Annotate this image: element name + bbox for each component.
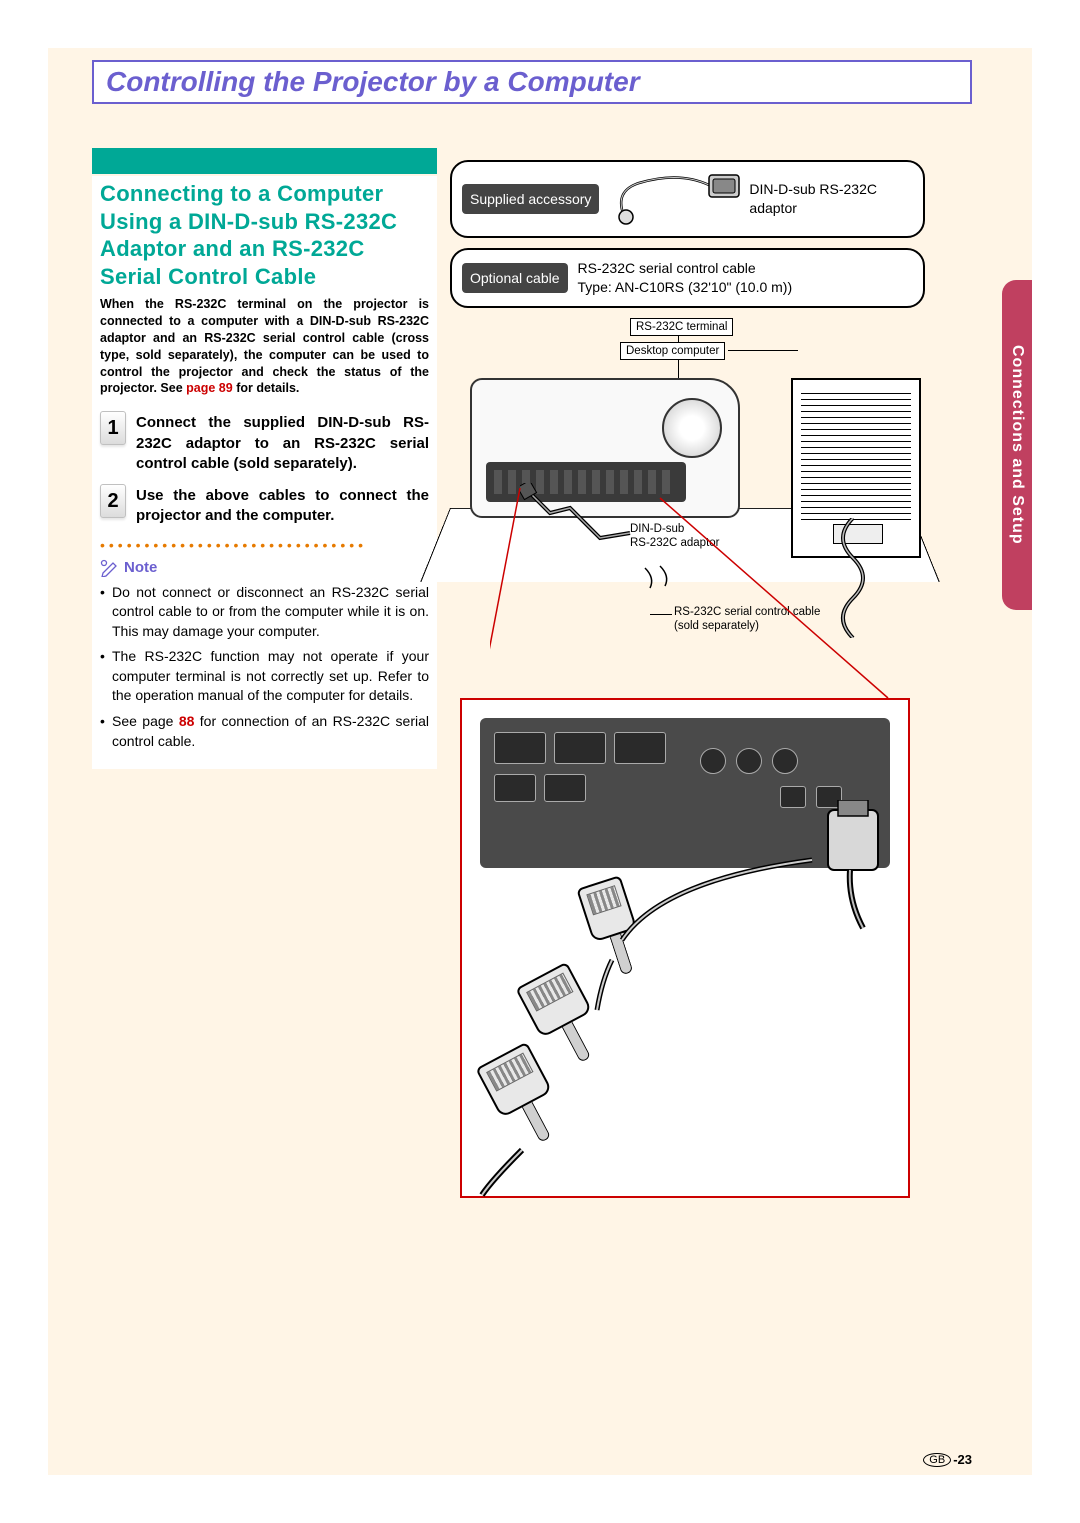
left-column: Connecting to a Computer Using a DIN-D-s… [92,176,437,769]
callout-line [650,614,672,615]
detail-closeup-box: RS-232C [460,698,910,1198]
page-gb: GB [923,1453,951,1467]
step-text: Connect the supplied DIN-D-sub RS-232C a… [136,411,429,474]
note3-pre: See page [112,713,179,729]
callout-adaptor: DIN-D-sub RS-232C adaptor [630,523,720,551]
page-number: GB -23 [923,1452,972,1467]
optional-text-2: Type: AN-C10RS (32'10" (10.0 m)) [578,279,793,295]
step-text: Use the above cables to connect the proj… [136,484,429,527]
break-mark [640,563,690,593]
note-header: Note [100,559,429,577]
section-side-tab: Connections and Setup [1002,280,1032,610]
steps-list: 1 Connect the supplied DIN-D-sub RS-232C… [100,411,429,526]
page-title-bar: Controlling the Projector by a Computer [92,60,972,104]
din-connector-drawing [570,873,655,977]
optional-cable-box: Optional cable RS-232C serial control ca… [450,248,925,308]
step-number: 2 [100,484,126,518]
divider-dots: •••••••••••••••••••••••••••••• [100,537,429,553]
supplied-text: DIN-D-sub RS-232C adaptor [749,180,913,218]
optional-text: RS-232C serial control cable Type: AN-C1… [578,259,793,297]
note-list: Do not connect or disconnect an RS-232C … [100,583,429,752]
supplied-label: Supplied accessory [462,184,599,214]
note-item: See page 88 for connection of an RS-232C… [100,712,429,751]
note-label: Note [124,559,157,576]
section-accent-bar [92,148,437,174]
callout-rs-terminal: RS-232C terminal [630,318,733,336]
callout-desktop: Desktop computer [620,342,725,360]
serial-cable-drawing [823,518,883,638]
desktop-vents [801,390,911,520]
intro-post: for details. [233,381,300,395]
callout-serial-cable: RS-232C serial control cable (sold separ… [674,606,820,634]
note-item: Do not connect or disconnect an RS-232C … [100,583,429,642]
optional-label: Optional cable [462,263,568,293]
step-1: 1 Connect the supplied DIN-D-sub RS-232C… [100,411,429,474]
right-column: Supplied accessory DIN-D-sub RS-232C ada… [450,160,925,1238]
note3-page-link[interactable]: 88 [179,713,195,729]
projector-lens [662,398,722,458]
intro-text: When the RS-232C terminal on the project… [100,296,429,397]
side-tab-label: Connections and Setup [1008,345,1026,545]
power-cable-drawing [520,483,640,563]
section-title: Connecting to a Computer Using a DIN-D-s… [100,180,429,290]
connection-diagram: RS-232C terminal Desktop computer DIN-D-… [450,318,925,1238]
pencil-icon [100,559,120,577]
optional-text-1: RS-232C serial control cable [578,260,756,276]
page-num-value: -23 [953,1452,972,1467]
note-item: The RS-232C function may not operate if … [100,647,429,706]
callout-line [728,350,798,351]
power-plug-drawing [808,800,898,930]
step-number: 1 [100,411,126,445]
step-2: 2 Use the above cables to connect the pr… [100,484,429,527]
page-title: Controlling the Projector by a Computer [106,66,640,98]
supplied-accessory-box: Supplied accessory DIN-D-sub RS-232C ada… [450,160,925,238]
adaptor-drawing [609,171,749,227]
intro-page-link[interactable]: page 89 [186,381,233,395]
